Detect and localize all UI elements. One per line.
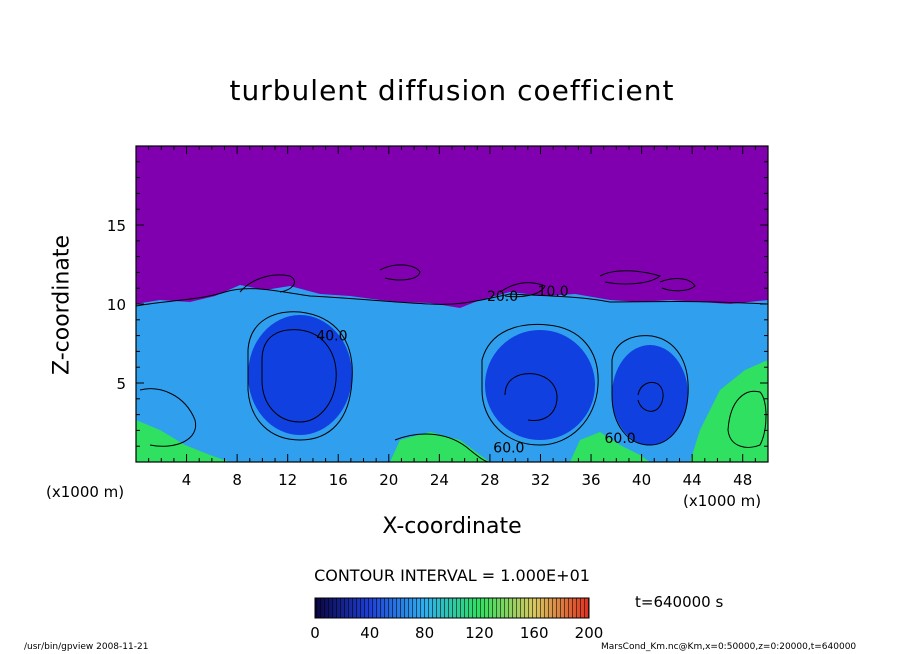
colorbar-tick-label: 160	[520, 624, 549, 642]
x-tick-label: 40	[632, 471, 651, 489]
contour-label: 60.0	[493, 441, 524, 457]
vortex-core-2	[485, 330, 595, 440]
high-value-region-4	[570, 432, 650, 462]
chart-title: turbulent diffusion coefficient	[229, 74, 675, 107]
colorbar-tick-label: 80	[415, 624, 434, 642]
time-label: t=640000 s	[635, 593, 724, 611]
colorbar-hatch	[315, 598, 589, 618]
colorbar-frame	[314, 597, 590, 619]
colorbar-tick-label: 0	[310, 624, 320, 642]
x-tick-label: 28	[480, 471, 499, 489]
y-tick-label: 5	[116, 375, 126, 393]
x-unit-label-right: (x1000 m)	[683, 492, 762, 510]
colorbar: 0 40 80 120 160 200	[310, 597, 603, 642]
contour-label: 40.0	[316, 328, 347, 344]
x-tick-label: 12	[278, 471, 297, 489]
footer-left: /usr/bin/gpview 2008-11-21	[24, 642, 149, 652]
x-tick-labels: 4 8 12 16 20 24 28 32 36 40 44 48	[182, 471, 752, 489]
contour-interval-text: CONTOUR INTERVAL = 1.000E+01	[314, 566, 590, 585]
axis-ticks	[135, 145, 769, 463]
contour-label: 20.0	[487, 289, 518, 305]
x-tick-label: 36	[581, 471, 600, 489]
y-tick-labels: 5 10 15	[107, 217, 126, 393]
colorbar-tick-label: 120	[465, 624, 494, 642]
x-tick-label: 32	[531, 471, 550, 489]
contour-labels: 60.0 60.0 40.0 20.0 10.0	[316, 284, 635, 456]
contour-lines	[136, 288, 768, 462]
high-value-region-1	[136, 420, 230, 462]
x-tick-label: 8	[232, 471, 242, 489]
x-tick-label: 24	[430, 471, 449, 489]
x-axis-label: X-coordinate	[382, 514, 522, 539]
contour-label: 60.0	[605, 431, 636, 447]
x-tick-label: 20	[379, 471, 398, 489]
colorbar-tick-labels: 0 40 80 120 160 200	[310, 624, 603, 642]
x-unit-label-left: (x1000 m)	[46, 483, 125, 501]
upper-speckles	[239, 264, 696, 298]
heatmap-field	[136, 146, 768, 462]
x-tick-label: 16	[329, 471, 348, 489]
colorbar-tick-label: 40	[360, 624, 379, 642]
footer-right: MarsCond_Km.nc@Km,x=0:50000,z=0:20000,t=…	[601, 642, 857, 652]
contour-label: 10.0	[538, 284, 569, 300]
x-tick-label: 48	[733, 471, 752, 489]
vortex-core-3	[612, 345, 688, 445]
y-tick-label: 10	[107, 296, 126, 314]
y-tick-label: 15	[107, 217, 126, 235]
x-tick-label: 4	[182, 471, 192, 489]
colorbar-tick-label: 200	[575, 624, 604, 642]
x-tick-label: 44	[683, 471, 702, 489]
high-value-region-2	[390, 432, 490, 462]
vortex-core-1	[248, 315, 352, 435]
high-value-region-3	[690, 360, 768, 462]
